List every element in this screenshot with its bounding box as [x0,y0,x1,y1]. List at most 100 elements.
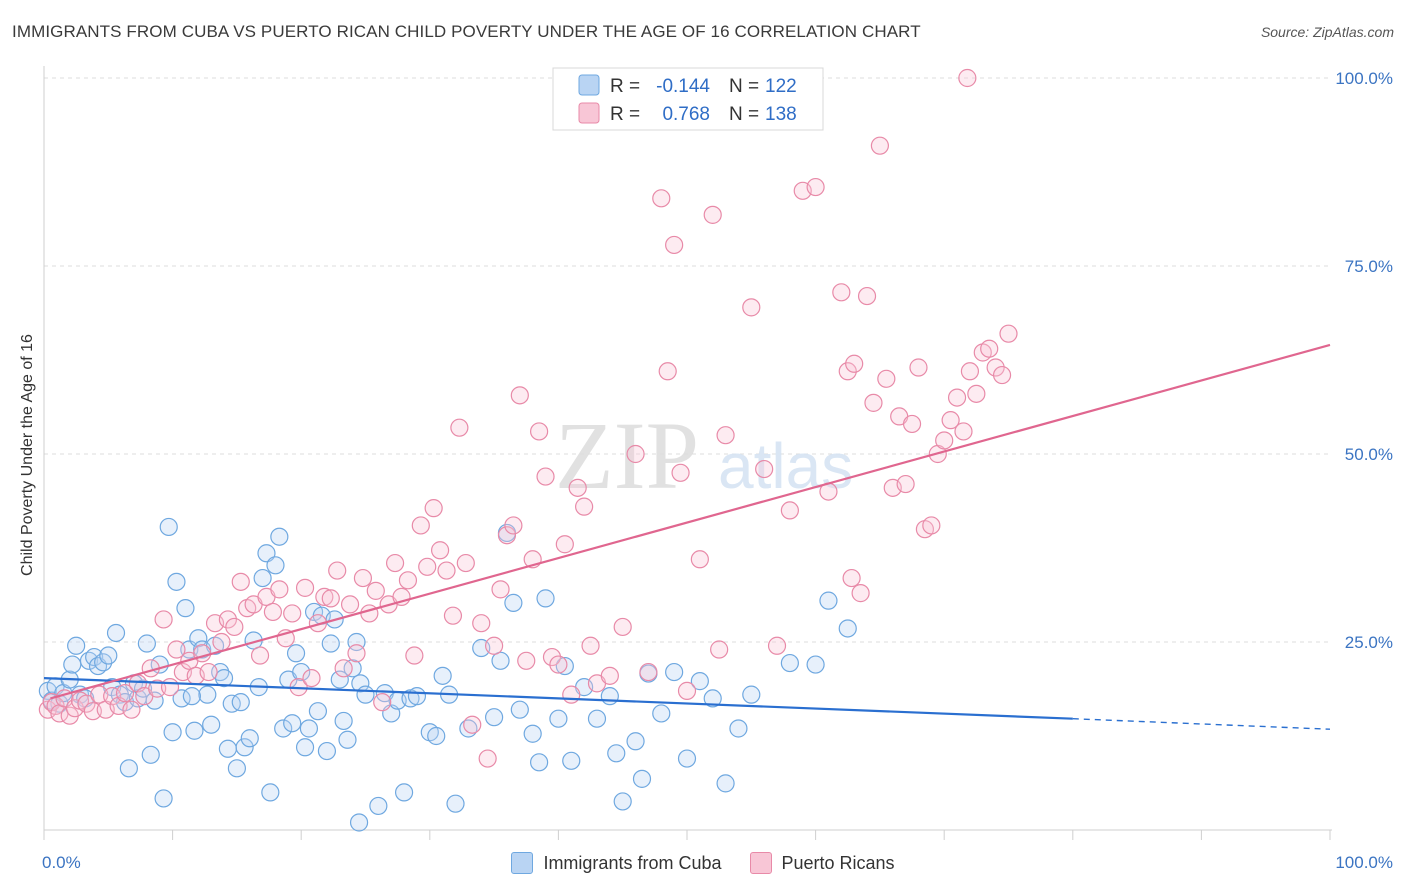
data-point [99,646,118,665]
data-point [947,388,967,407]
data-point [283,714,302,733]
data-point [315,587,334,606]
data-point [159,517,178,537]
data-point [568,478,587,497]
data-point [167,572,186,591]
data-point [351,674,370,693]
data-point [497,526,517,545]
data-point [424,499,443,518]
data-point [119,759,138,778]
data-point [263,602,283,622]
data-point [677,749,697,768]
data-point [542,647,562,667]
data-point [652,704,671,723]
data-point [523,724,542,743]
data-point [270,580,289,599]
data-point [154,610,173,629]
data-point [321,589,340,608]
data-point [671,463,690,482]
legend-stats: R = -0.144 N = 122 R = 0.768 N = 138 [552,67,824,131]
data-point [536,467,555,486]
data-point [742,685,761,704]
trend-line [50,343,1331,700]
data-point [394,783,414,802]
data-point [958,68,977,88]
legend-label-puerto-ricans: Puerto Ricans [781,852,895,873]
data-point [250,646,270,665]
data-point [478,749,497,768]
data-point [295,578,315,597]
data-point [729,719,748,738]
x-tick-label: 100.0% [1335,853,1393,872]
data-point [896,474,915,494]
legend-item-cuba: Immigrants from Cuba [511,852,722,874]
legend-r-label: R = [610,76,640,97]
data-point [857,286,877,306]
data-point [960,362,980,381]
legend-n-value: 122 [765,76,797,97]
data-point [986,358,1005,377]
trend-lines [43,343,1331,730]
data-point [980,339,999,358]
data-point [600,687,619,706]
data-point [922,516,941,535]
data-point [999,324,1018,343]
data-point [851,584,870,603]
data-point [690,672,709,691]
data-point [154,789,173,808]
data-point [504,593,523,612]
legend-n-label: N = [729,104,759,125]
data-point [716,426,735,445]
data-point [536,589,555,608]
data-point [607,744,626,763]
legend-swatch [578,102,600,124]
data-point [270,527,289,546]
data-point [463,715,482,734]
chart-title: IMMIGRANTS FROM CUBA VS PUERTO RICAN CHI… [12,22,921,41]
data-point [141,745,160,764]
data-point [334,659,353,678]
data-point [167,640,186,659]
data-point [652,189,671,208]
data-point [257,544,276,563]
tick-labels: 25.0% 50.0% 75.0% 100.0% 0.0% 100.0% [42,69,1393,872]
data-point [227,759,246,778]
data-point [360,604,379,623]
data-point [202,715,221,734]
data-point [703,205,722,224]
data-point [347,644,366,663]
data-point [838,362,857,381]
y-tick-label: 25.0% [1345,633,1393,652]
data-point [437,561,456,580]
data-point [562,685,581,704]
data-point [485,708,504,727]
data-point [349,813,369,832]
y-tick-label: 100.0% [1335,69,1393,88]
data-point [235,738,254,757]
trend-line [43,676,1073,720]
data-point [581,636,600,655]
data-point [941,411,960,430]
legend-swatch-puerto-ricans [749,852,772,874]
data-point [317,741,337,761]
data-point [160,678,180,697]
legend-n-label: N = [729,76,759,97]
data-point [405,646,424,665]
data-point [231,572,250,591]
data-point [870,136,890,155]
grid-lines [44,77,1330,643]
watermark: ZIP atlas [555,402,853,509]
data-point [334,711,353,731]
data-point [491,580,510,599]
data-point [517,651,536,670]
data-point [472,614,491,633]
data-point [909,358,928,377]
data-point [266,556,285,575]
data-point [613,617,632,637]
data-point [613,792,632,811]
data-point [199,662,218,682]
data-point [286,644,306,663]
data-point [491,651,510,670]
data-point [198,685,217,704]
data-point [385,553,405,573]
